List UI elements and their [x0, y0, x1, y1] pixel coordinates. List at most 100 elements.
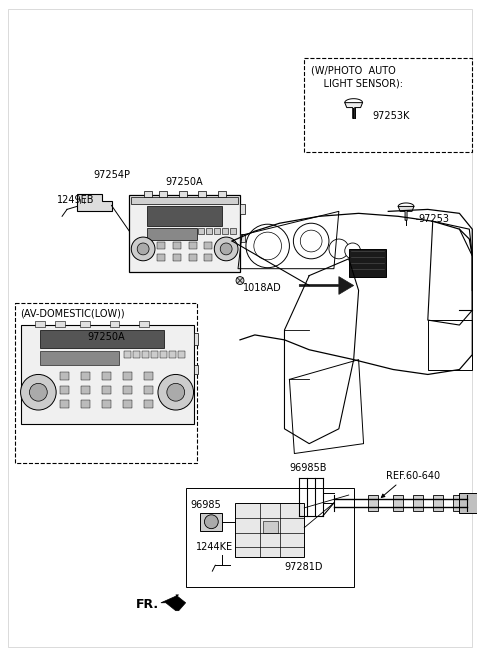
Text: FR.: FR. — [136, 598, 159, 611]
Bar — [204, 242, 212, 249]
Polygon shape — [345, 102, 362, 119]
Text: 97281D: 97281D — [285, 562, 323, 572]
Bar — [178, 351, 185, 358]
Bar — [157, 254, 165, 261]
Polygon shape — [398, 207, 414, 220]
Bar — [55, 321, 65, 327]
Bar — [133, 351, 140, 358]
Bar — [186, 488, 354, 587]
Bar — [151, 351, 158, 358]
Bar — [60, 386, 69, 394]
Text: 1244KE: 1244KE — [195, 543, 233, 552]
Bar — [304, 58, 472, 152]
Bar — [206, 228, 212, 234]
Bar — [193, 333, 199, 345]
Circle shape — [21, 375, 56, 410]
Bar — [199, 191, 206, 197]
Bar — [60, 400, 69, 408]
Bar — [102, 386, 111, 394]
Text: (AV-DOMESTIC(LOW)): (AV-DOMESTIC(LOW)) — [21, 308, 125, 318]
Bar — [218, 191, 226, 197]
Bar — [81, 386, 90, 394]
Text: 96985B: 96985B — [289, 463, 327, 473]
Polygon shape — [77, 194, 111, 211]
Text: 96985: 96985 — [191, 500, 221, 510]
Bar — [160, 351, 167, 358]
Bar — [263, 521, 277, 533]
Bar — [123, 400, 132, 408]
Circle shape — [345, 243, 360, 259]
Bar — [147, 207, 222, 226]
Polygon shape — [300, 277, 354, 295]
Circle shape — [158, 375, 193, 410]
Bar — [14, 303, 197, 463]
Bar — [369, 495, 378, 511]
Bar — [240, 234, 245, 242]
Bar — [40, 351, 120, 365]
Circle shape — [246, 224, 289, 268]
Bar — [40, 330, 164, 348]
Bar — [201, 513, 222, 531]
Bar — [222, 228, 228, 234]
Bar — [81, 373, 90, 380]
Bar — [433, 495, 443, 511]
Bar — [453, 495, 462, 511]
Bar — [139, 321, 149, 327]
Text: 97253K: 97253K — [372, 112, 410, 121]
Bar — [131, 197, 238, 205]
Bar — [147, 228, 196, 240]
Bar — [413, 495, 423, 511]
Text: (W/PHOTO  AUTO: (W/PHOTO AUTO — [311, 65, 396, 75]
Circle shape — [236, 277, 244, 285]
Text: 1018AD: 1018AD — [243, 283, 282, 293]
Bar — [235, 503, 304, 558]
Bar — [393, 495, 403, 511]
Bar — [173, 242, 180, 249]
Bar — [189, 242, 196, 249]
Bar — [428, 320, 472, 369]
Circle shape — [214, 237, 238, 261]
Bar — [80, 321, 90, 327]
Circle shape — [329, 239, 349, 259]
Bar — [144, 386, 153, 394]
Circle shape — [293, 223, 329, 259]
Bar — [123, 386, 132, 394]
Text: 97250A: 97250A — [88, 332, 125, 342]
Bar — [123, 373, 132, 380]
Circle shape — [29, 383, 47, 401]
Text: REF.60-640: REF.60-640 — [386, 471, 441, 482]
Bar — [157, 242, 165, 249]
Circle shape — [204, 515, 218, 529]
Bar — [459, 493, 479, 513]
Bar — [173, 254, 180, 261]
Text: 97254P: 97254P — [93, 170, 130, 180]
Circle shape — [254, 232, 281, 260]
Bar — [36, 321, 45, 327]
Bar — [129, 195, 240, 272]
Bar — [179, 191, 187, 197]
Bar — [240, 205, 245, 215]
Text: 1249EB: 1249EB — [57, 195, 95, 205]
Bar — [159, 191, 167, 197]
Bar — [169, 351, 176, 358]
Bar — [60, 373, 69, 380]
Bar — [21, 325, 193, 424]
Text: 97253: 97253 — [418, 215, 449, 224]
Bar — [142, 351, 149, 358]
Bar — [189, 254, 196, 261]
Text: 97250A: 97250A — [166, 176, 204, 187]
Bar — [204, 254, 212, 261]
Circle shape — [220, 243, 232, 255]
Bar — [344, 495, 354, 511]
Polygon shape — [161, 595, 186, 611]
Circle shape — [300, 230, 322, 252]
Circle shape — [137, 243, 149, 255]
Bar — [230, 228, 236, 234]
Bar — [349, 249, 386, 277]
Circle shape — [131, 237, 155, 261]
Circle shape — [167, 383, 185, 401]
Bar — [144, 373, 153, 380]
Bar — [109, 321, 120, 327]
Bar — [199, 228, 204, 234]
Bar — [214, 228, 220, 234]
